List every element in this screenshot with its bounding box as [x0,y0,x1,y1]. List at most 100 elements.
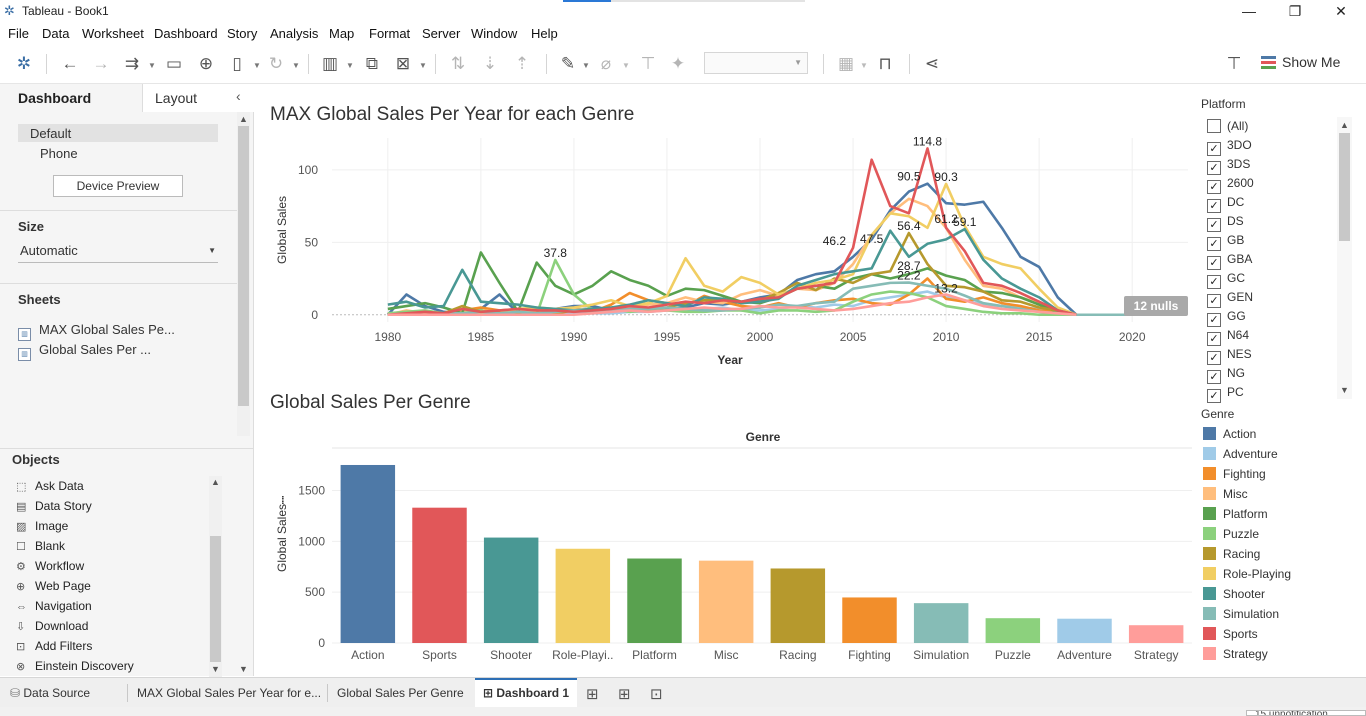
legend-item[interactable]: Shooter [1203,587,1265,601]
save-icon[interactable]: ▭ [165,54,183,73]
object-item[interactable]: ⚙ Workflow [16,559,84,573]
new-story-tab-icon[interactable]: ⊡ [650,686,663,703]
checkbox-checked-icon[interactable]: ✓ [1207,389,1221,403]
platform-filter-item[interactable]: (All) [1207,119,1248,133]
platform-filter-item[interactable]: ✓ NG [1207,366,1245,384]
device-default[interactable]: Default [18,124,218,142]
legend-item[interactable]: Puzzle [1203,527,1259,541]
pause-caret-icon[interactable]: ▼ [253,61,261,70]
object-item[interactable]: ⊗ Einstein Discovery [16,659,134,673]
legend-item[interactable]: Fighting [1203,467,1266,481]
new-worksheet-caret-icon[interactable]: ▼ [346,61,354,70]
platform-filter-item[interactable]: ✓ GEN [1207,290,1253,308]
tab-dashboard[interactable]: Dashboard [0,84,142,112]
platform-filter-item[interactable]: ✓ N64 [1207,328,1249,346]
new-dashboard-tab-icon[interactable]: ⊞ [618,686,631,703]
object-item[interactable]: ☐ Blank [16,539,65,553]
duplicate-sheet-icon[interactable]: ⧉ [365,54,379,73]
undo-icon[interactable]: ← [61,54,79,73]
platform-filter-item[interactable]: ✓ NES [1207,347,1252,365]
bar-misc[interactable] [698,560,754,643]
fit-icon[interactable]: ▦ [837,54,855,73]
tableau-logo-icon[interactable]: ✲ [16,54,32,73]
legend-item[interactable]: Simulation [1203,607,1279,621]
tab-layout[interactable]: Layout [142,84,254,112]
checkbox-checked-icon[interactable]: ✓ [1207,218,1221,232]
replay-icon[interactable]: ⇉ [124,54,140,73]
menu-help[interactable]: Help [531,26,558,41]
platform-filter-item[interactable]: ✓ DS [1207,214,1244,232]
bar-racing[interactable] [770,568,826,643]
platform-filter-item[interactable]: ✓ DC [1207,195,1244,213]
menu-dashboard[interactable]: Dashboard [154,26,218,41]
legend-item[interactable]: Adventure [1203,447,1278,461]
sheet-item[interactable]: ▥ Global Sales Per ... [18,342,151,361]
size-dropdown[interactable]: Automatic ▼ [18,243,218,263]
bar-action[interactable] [340,464,396,643]
bar-shooter[interactable] [483,537,539,643]
sort-ascending-icon[interactable]: ⇣ [482,54,498,73]
bar-puzzle[interactable] [985,618,1041,643]
checkbox-checked-icon[interactable]: ✓ [1207,332,1221,346]
close-button[interactable]: ✕ [1335,3,1347,19]
share-icon[interactable]: ⋖ [924,54,940,73]
scroll-up-icon[interactable]: ▲ [1340,120,1349,130]
sort-icon[interactable]: ⁞ [281,495,285,507]
menu-format[interactable]: Format [369,26,411,41]
platform-filter-item[interactable]: ✓ 3DS [1207,157,1250,175]
fit-width-dropdown[interactable]: ▼ [704,52,808,74]
filter-scroll-thumb[interactable] [1339,133,1350,241]
refresh-caret-icon[interactable]: ▼ [292,61,300,70]
presentation-icon[interactable]: ⊓ [878,54,892,73]
checkbox-checked-icon[interactable]: ✓ [1207,370,1221,384]
object-item[interactable]: ⊕ Web Page [16,579,91,593]
clear-sheet-icon[interactable]: ⊠ [395,54,411,73]
platform-filter-item[interactable]: ✓ GG [1207,309,1246,327]
tab-max-global-sales[interactable]: MAX Global Sales Per Year for e... [137,686,322,700]
platform-filter-item[interactable]: ✓ PC [1207,385,1244,403]
tab-global-sales-per-genre[interactable]: Global Sales Per Genre [337,686,464,700]
menu-analysis[interactable]: Analysis [270,26,319,41]
sort-descending-icon[interactable]: ⇡ [514,54,530,73]
checkbox-checked-icon[interactable]: ✓ [1207,313,1221,327]
menu-server[interactable]: Server [422,26,461,41]
sheet-item[interactable]: ▥ MAX Global Sales Pe... [18,322,175,341]
minimize-button[interactable]: — [1242,3,1256,19]
show-me-button[interactable]: Show Me [1261,54,1340,70]
new-worksheet-icon[interactable]: ▥ [321,54,339,73]
series-line-sports[interactable] [387,147,1077,317]
replay-caret-icon[interactable]: ▼ [148,61,156,70]
tab-data-source[interactable]: ⛁ Data Source [10,678,90,708]
checkbox-checked-icon[interactable]: ✓ [1207,161,1221,175]
new-worksheet-tab-icon[interactable]: ⊞ [586,686,599,703]
object-item[interactable]: ⇩ Download [16,619,88,633]
platform-filter-item[interactable]: ✓ GC [1207,271,1245,289]
objects-scroll-thumb[interactable] [210,536,221,662]
clear-caret-icon[interactable]: ▼ [419,61,427,70]
redo-icon[interactable]: → [92,54,110,73]
object-item[interactable]: ⊡ Add Filters [16,639,92,653]
bar-strategy[interactable] [1128,625,1184,643]
checkbox-unchecked-icon[interactable] [1207,119,1221,133]
object-item[interactable]: ▤ Data Story [16,499,92,513]
scroll-up-icon[interactable]: ▲ [211,477,220,487]
label-icon[interactable]: ⊤ [640,54,656,73]
menu-map[interactable]: Map [329,26,355,41]
bar-chart[interactable]: Genre 0 500 1000 1500 Global Sales⁞ Action Spor… [270,420,1195,670]
series-line-strategy[interactable] [387,293,1077,317]
bar-sports[interactable] [412,507,467,643]
fit-caret-icon[interactable]: ▼ [860,61,868,70]
bar-fighting[interactable] [842,597,897,643]
highlight-caret-icon[interactable]: ▼ [582,61,590,70]
checkbox-checked-icon[interactable]: ✓ [1207,180,1221,194]
new-data-source-icon[interactable]: ⊕ [198,54,214,73]
platform-filter-item[interactable]: ✓ GB [1207,233,1244,251]
scroll-up-icon[interactable]: ▲ [239,114,248,124]
menu-data[interactable]: Data [42,26,70,41]
bar-simulation[interactable] [913,603,969,643]
bar-adventure[interactable] [1057,618,1112,643]
menu-window[interactable]: Window [471,26,518,41]
legend-item[interactable]: Platform [1203,507,1268,521]
platform-filter-item[interactable]: ✓ 3DO [1207,138,1252,156]
object-item[interactable]: ⬚ Ask Data [16,479,84,493]
